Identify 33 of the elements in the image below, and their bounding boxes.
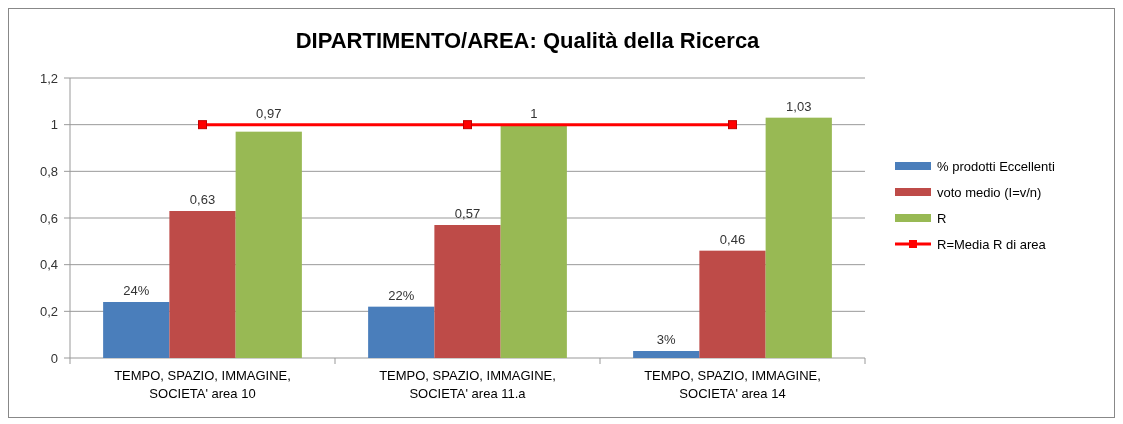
bar <box>368 306 435 358</box>
data-label: 22% <box>388 287 415 303</box>
y-tick-label: 0,2 <box>39 303 58 319</box>
bar <box>434 225 501 358</box>
legend-label: % prodotti Eccellenti <box>937 158 1055 174</box>
y-tick-label: 1,2 <box>39 70 58 86</box>
data-label: 0,97 <box>256 105 282 121</box>
bar <box>765 117 832 358</box>
y-tick-label: 0 <box>50 350 58 366</box>
data-label: 3% <box>656 332 677 347</box>
legend-label: R=Media R di area <box>937 236 1047 252</box>
chart-title: DIPARTIMENTO/AREA: Qualità della Ricerca <box>295 28 761 53</box>
x-tick-label: TEMPO, SPAZIO, IMMAGINE, SOCIETA' area 14 <box>644 368 821 401</box>
y-tick-label: 0,8 <box>39 163 58 179</box>
y-tick-label: 0,4 <box>39 257 58 273</box>
bar <box>103 302 170 358</box>
x-tick-label: TEMPO, SPAZIO, IMMAGINE, SOCIETA' area 10 <box>114 368 291 401</box>
bar <box>500 124 567 358</box>
y-tick-label: 1 <box>50 117 58 133</box>
data-label: 24% <box>123 283 150 298</box>
bar <box>633 351 700 358</box>
data-label: 0,57 <box>454 206 481 221</box>
bar <box>699 250 766 358</box>
y-tick-label: 0,6 <box>39 210 58 226</box>
bar <box>235 131 302 358</box>
data-label: 0,63 <box>189 192 216 207</box>
x-tick-label: TEMPO, SPAZIO, IMMAGINE, SOCIETA' area 11.a <box>379 368 556 401</box>
bar <box>169 211 236 358</box>
data-label: 0,46 <box>719 231 746 247</box>
legend-label: voto medio (I=v/n) <box>937 184 1042 200</box>
data-label: 1 <box>530 105 538 121</box>
legend-label: R <box>937 210 947 226</box>
data-label: 1,03 <box>786 98 812 114</box>
